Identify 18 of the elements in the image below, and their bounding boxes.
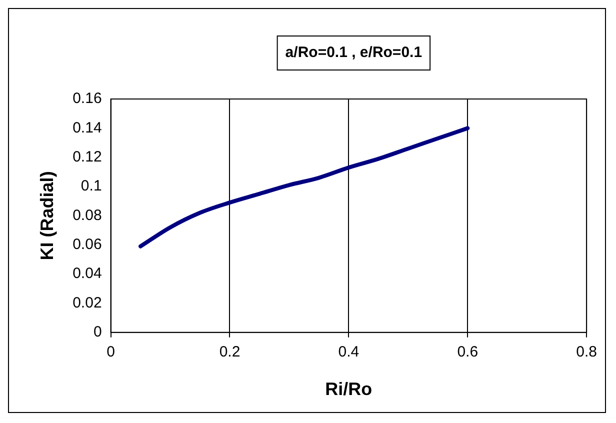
- y-tick-label: 0.1: [80, 178, 102, 195]
- y-tick-label: 0.06: [72, 236, 102, 254]
- y-axis-title: KI (Radial): [36, 171, 57, 260]
- x-tick-label: 0.4: [338, 344, 360, 361]
- y-tick-label: 0: [93, 324, 102, 341]
- y-tick-label: 0.12: [72, 148, 102, 166]
- x-tick-label: 0.2: [219, 344, 240, 361]
- y-tick-label: 0.16: [72, 90, 102, 108]
- y-tick-label: 0.08: [72, 206, 102, 224]
- y-tick-label: 0.04: [72, 265, 102, 282]
- x-tick-label: 0.8: [576, 344, 598, 361]
- y-tick-label: 0.02: [72, 294, 102, 312]
- y-tick-label: 0.14: [72, 119, 102, 136]
- x-tick-label: 0.6: [457, 344, 478, 361]
- x-tick-label: 0: [106, 344, 115, 361]
- x-axis-title: Ri/Ro: [325, 379, 372, 400]
- chart-title: a/Ro=0.1 , e/Ro=0.1: [285, 44, 422, 62]
- line-series: [138, 126, 470, 248]
